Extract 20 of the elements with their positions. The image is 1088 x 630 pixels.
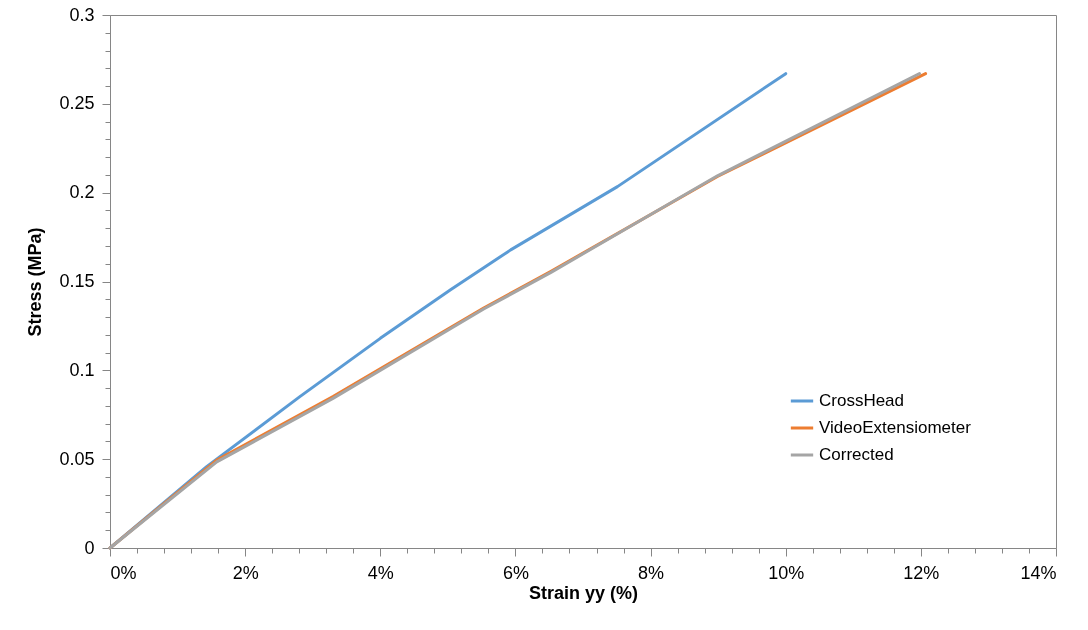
x-tick-label: 8% <box>638 562 665 583</box>
legend-label: CrossHead <box>819 391 905 410</box>
legend-label: VideoExtensiometer <box>819 418 972 437</box>
y-tick-label: 0.3 <box>69 4 95 25</box>
y-axis-title: Stress (MPa) <box>25 227 46 337</box>
x-tick-label: 6% <box>502 562 529 583</box>
y-tick-label: 0.1 <box>69 359 95 380</box>
y-tick-label: 0.05 <box>59 448 95 469</box>
x-axis-title: Strain yy (%) <box>528 582 639 603</box>
y-tick-label: 0.15 <box>59 271 95 291</box>
x-tick-label: 10% <box>768 562 805 583</box>
y-tick-label: 0.2 <box>69 182 95 203</box>
legend-label: Corrected <box>819 445 894 464</box>
y-tick-label: 0 <box>84 537 95 558</box>
x-tick-label: 2% <box>232 562 259 583</box>
x-tick-label: 12% <box>903 562 940 583</box>
x-tick-label: 14% <box>1020 562 1057 583</box>
y-tick-label: 0.25 <box>59 93 95 114</box>
x-tick-label: 4% <box>367 562 394 583</box>
x-tick-label: 0% <box>110 562 137 583</box>
